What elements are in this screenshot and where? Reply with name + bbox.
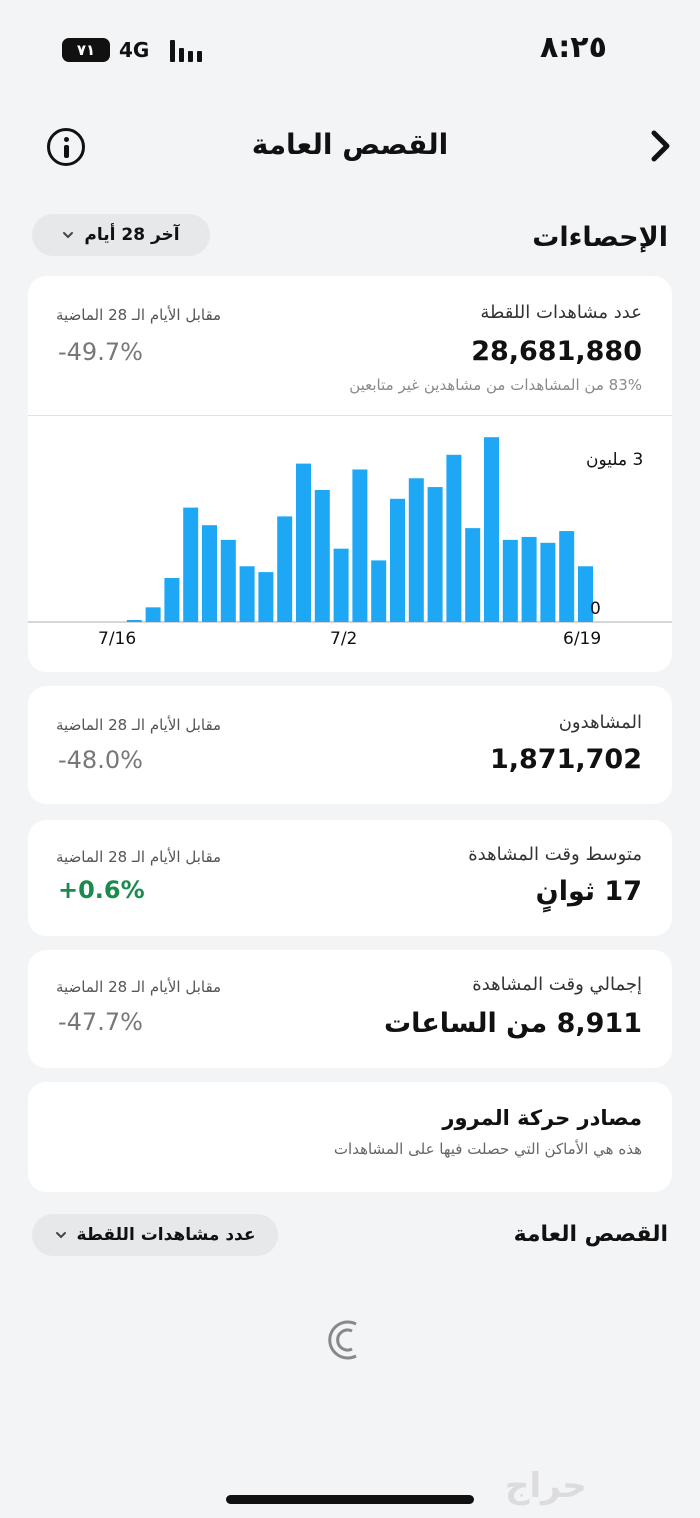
chart-bar[interactable] (446, 454, 462, 622)
chart-bar[interactable] (183, 507, 199, 622)
card-divider (28, 415, 672, 416)
compare-value: -49.7% (58, 338, 143, 366)
compare-value: +0.6% (58, 876, 145, 904)
metric-label: عدد مشاهدات اللقطة (76, 1225, 256, 1245)
chart-bar[interactable] (126, 620, 142, 622)
y-tick-label: 3 مليون (586, 450, 643, 470)
chevron-down-icon (55, 1232, 66, 1239)
non-follower-note: 83% من المشاهدات من مشاهدين غير متابعين (349, 376, 642, 394)
y-tick-label: 0 (590, 599, 601, 619)
compare-value: -48.0% (58, 746, 143, 774)
chart-bar[interactable] (427, 487, 443, 622)
chart-bar[interactable] (145, 607, 161, 622)
traffic-sources-card[interactable]: مصادر حركة المرور هذه هي الأماكن التي حص… (28, 1082, 672, 1192)
chart-bar[interactable] (314, 490, 330, 622)
date-range-label: آخر 28 أيام (84, 225, 180, 245)
chart-bar[interactable] (258, 572, 274, 622)
metric-dropdown[interactable]: عدد مشاهدات اللقطة (32, 1214, 278, 1256)
snap-views-card[interactable]: عدد مشاهدات اللقطة 28,681,880 83% من الم… (28, 276, 672, 672)
chevron-right-icon[interactable] (645, 128, 675, 164)
avg-watch-card[interactable]: متوسط وقت المشاهدة 17 ثوانٍ مقابل الأيام… (28, 820, 672, 936)
x-tick-label: 6/19 (563, 629, 601, 649)
battery-indicator: ٧١ (62, 38, 110, 62)
chart-bar[interactable] (578, 566, 593, 622)
chart-bar[interactable] (277, 516, 293, 622)
stats-title: الإحصاءات (532, 222, 668, 253)
total-watch-card[interactable]: إجمالي وقت المشاهدة 8,911 من الساعات مقا… (28, 950, 672, 1068)
chart-bar[interactable] (390, 498, 405, 622)
viewers-value: 1,871,702 (489, 744, 642, 775)
date-range-dropdown[interactable]: آخر 28 أيام (32, 214, 210, 256)
chart-bar[interactable] (296, 463, 311, 622)
compare-label: مقابل الأيام الـ 28 الماضية (56, 848, 222, 866)
viewers-label: المشاهدون (558, 712, 642, 733)
avg-watch-value: 17 ثوانٍ (535, 876, 642, 907)
network-type: 4G (119, 38, 150, 62)
compare-value: -47.7% (58, 1008, 143, 1036)
chart-bar[interactable] (220, 539, 236, 622)
signal-icon (170, 40, 202, 62)
public-stories-title: القصص العامة (513, 1222, 668, 1247)
snap-views-label: عدد مشاهدات اللقطة (480, 302, 642, 323)
loading-icon (328, 1320, 357, 1360)
total-watch-label: إجمالي وقت المشاهدة (472, 974, 642, 995)
page-title: القصص العامة (251, 128, 449, 161)
chart-bar[interactable] (521, 536, 537, 622)
x-tick-label: 7/16 (98, 629, 136, 649)
chart-bar[interactable] (502, 539, 518, 622)
info-icon[interactable] (47, 128, 85, 166)
traffic-title: مصادر حركة المرور (442, 1106, 642, 1130)
total-watch-value: 8,911 من الساعات (384, 1008, 642, 1039)
x-tick-label: 7/2 (330, 629, 357, 649)
viewers-card[interactable]: المشاهدون 1,871,702 مقابل الأيام الـ 28 … (28, 686, 672, 804)
chevron-down-icon (63, 232, 74, 239)
traffic-subtitle: هذه هي الأماكن التي حصلت فيها على المشاه… (333, 1140, 642, 1158)
chart-bar[interactable] (333, 548, 349, 622)
snap-views-chart: 6/19 7/2 7/16 3 مليون 0 (28, 437, 672, 649)
home-indicator[interactable] (226, 1495, 474, 1504)
chart-bar[interactable] (484, 437, 499, 622)
chart-bar[interactable] (408, 478, 424, 622)
chart-bar[interactable] (559, 531, 575, 622)
chart-bar[interactable] (540, 542, 556, 622)
chart-bar[interactable] (352, 469, 368, 622)
compare-label: مقابل الأيام الـ 28 الماضية (56, 716, 222, 734)
compare-label: مقابل الأيام الـ 28 الماضية (56, 978, 222, 996)
avg-watch-label: متوسط وقت المشاهدة (468, 844, 642, 865)
snap-views-value: 28,681,880 (471, 336, 642, 367)
chart-bar[interactable] (239, 566, 255, 622)
chart-bar[interactable] (202, 525, 217, 622)
chart-bar[interactable] (164, 578, 180, 622)
status-time: ٨:٢٥ (540, 30, 607, 65)
watermark-logo: حراج (505, 1466, 587, 1506)
chart-bar[interactable] (371, 560, 387, 622)
compare-label: مقابل الأيام الـ 28 الماضية (56, 306, 222, 324)
chart-bar[interactable] (465, 528, 481, 622)
